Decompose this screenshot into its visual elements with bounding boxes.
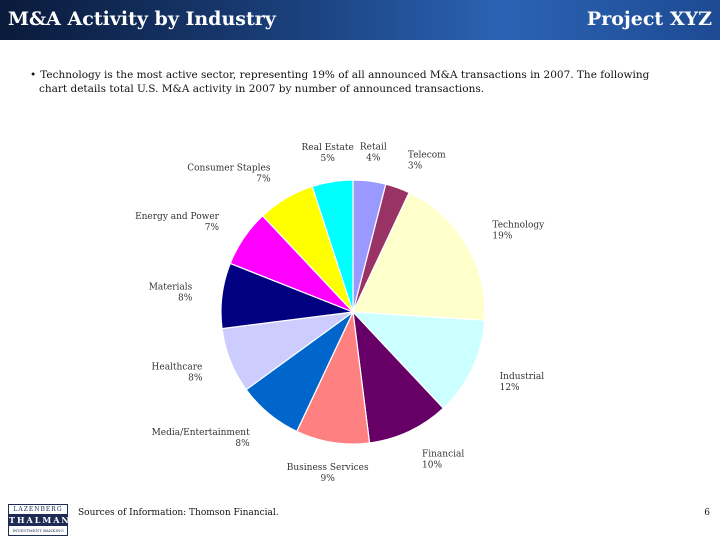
slice-percent-label: 5%: [321, 154, 336, 164]
slice-percent-label: 10%: [422, 461, 442, 471]
slice-label: Media/Entertainment: [152, 428, 251, 438]
bullet-text: • Technology is the most active sector, r…: [30, 68, 695, 96]
bullet-line-1: Technology is the most active sector, re…: [40, 69, 650, 81]
page-title: M&A Activity by Industry: [8, 8, 276, 30]
slice-label: Telecom: [408, 151, 446, 161]
pie-slice-industrial: [351, 311, 486, 410]
bullet-marker: •: [30, 69, 37, 81]
header-bar: M&A Activity by Industry Project XYZ: [0, 0, 720, 40]
pie-slice-technology: [352, 191, 486, 321]
slice-percent-label: 7%: [205, 223, 220, 233]
slice-label: Consumer Staples: [187, 164, 271, 174]
slice-percent-label: 4%: [366, 153, 381, 163]
project-name: Project XYZ: [586, 8, 712, 30]
slice-percent-label: 8%: [235, 439, 250, 449]
company-logo: LAZENBERG THALMANN INVESTMENT BANKING: [8, 504, 81, 536]
slice-label: Real Estate: [302, 143, 354, 153]
slice-percent-label: 8%: [178, 294, 193, 304]
slice-percent-label: 8%: [188, 374, 203, 384]
slice-label: Healthcare: [152, 363, 203, 373]
slice-label: Financial: [422, 450, 464, 460]
slice-percent-label: 7%: [256, 175, 271, 185]
logo-bottom-text: INVESTMENT BANKING: [12, 528, 64, 533]
slice-label: Retail: [360, 142, 387, 152]
pie-slice-real-estate: [311, 179, 354, 313]
bullet-line-2: chart details total U.S. M&A activity in…: [39, 83, 485, 95]
logo-top-text: LAZENBERG: [9, 505, 67, 515]
logo-main-text: THALMANN: [9, 515, 81, 526]
slice-label: Industrial: [500, 372, 545, 382]
slice-label: Business Services: [287, 463, 369, 473]
slice-percent-label: 19%: [492, 232, 512, 242]
pie-slice-financial: [352, 310, 445, 444]
source-note: Sources of Information: Thomson Financia…: [78, 508, 279, 518]
slice-label: Technology: [492, 221, 545, 231]
slice-label: Energy and Power: [135, 212, 220, 222]
slice-percent-label: 9%: [321, 474, 336, 484]
slice-percent-label: 3%: [408, 162, 423, 172]
slice-percent-label: 12%: [500, 383, 520, 393]
page-number: 6: [704, 508, 710, 518]
slice-label: Materials: [149, 283, 193, 293]
